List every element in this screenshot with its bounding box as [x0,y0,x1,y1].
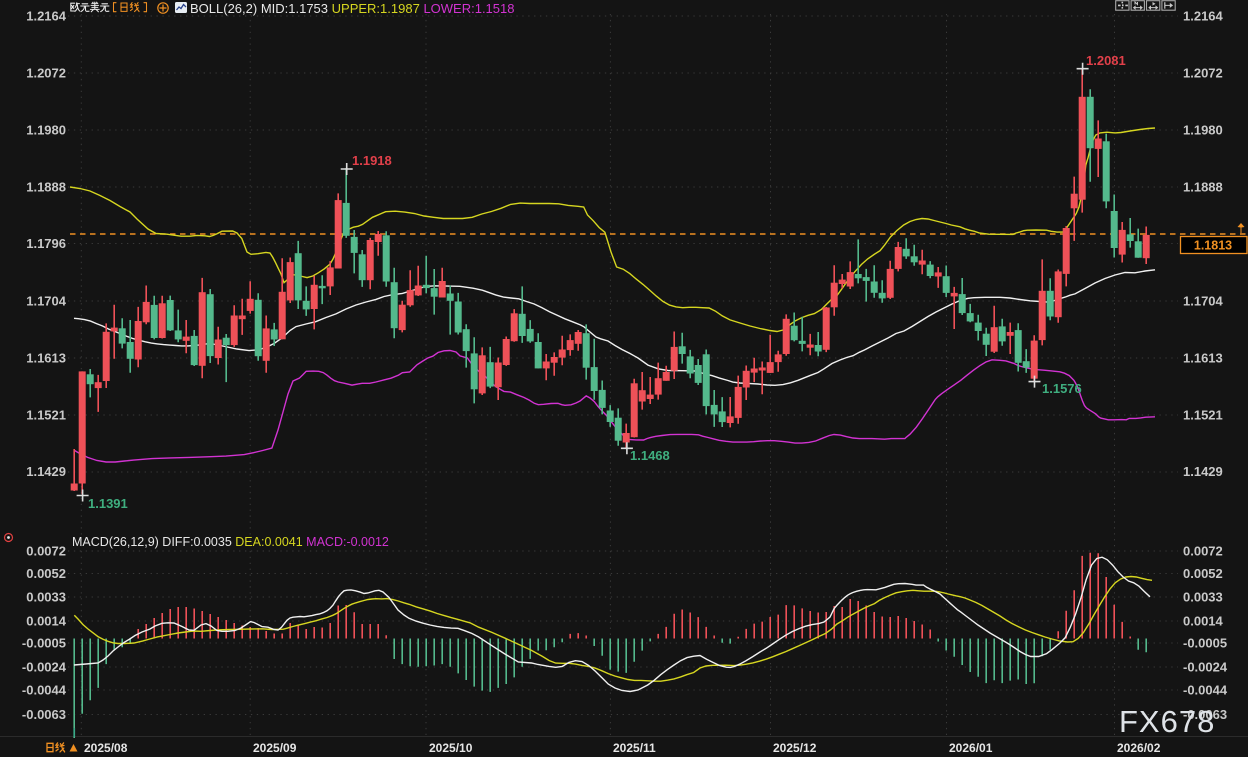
svg-text:1.1429: 1.1429 [1183,464,1223,479]
svg-text:-0.0063: -0.0063 [1183,707,1227,722]
svg-text:0.0033: 0.0033 [26,590,66,605]
svg-text:1.1613: 1.1613 [26,351,66,366]
svg-text:2025/09: 2025/09 [253,741,297,755]
svg-text:-0.0044: -0.0044 [1183,683,1228,698]
svg-text:1.1980: 1.1980 [1183,123,1223,138]
svg-text:-0.0005: -0.0005 [1183,636,1227,651]
svg-text:1.1576: 1.1576 [1042,381,1082,396]
svg-text:1.2164: 1.2164 [1183,9,1224,24]
svg-text:0.0052: 0.0052 [26,566,66,581]
svg-text:2025/12: 2025/12 [773,741,817,755]
svg-text:1.1704: 1.1704 [26,294,67,309]
svg-text:1.1796: 1.1796 [26,236,66,251]
svg-text:1.1813: 1.1813 [1194,239,1232,253]
svg-text:1.1613: 1.1613 [1183,351,1223,366]
svg-text:-0.0024: -0.0024 [1183,660,1228,675]
svg-text:2025/11: 2025/11 [613,741,656,755]
svg-text:1.2072: 1.2072 [1183,66,1223,81]
svg-text:1.1429: 1.1429 [26,464,66,479]
svg-text:-0.0024: -0.0024 [22,660,67,675]
svg-text:2026/02: 2026/02 [1117,741,1161,755]
svg-text:1.1391: 1.1391 [88,496,128,511]
svg-text:0.0014: 0.0014 [1183,614,1224,629]
svg-text:2026/01: 2026/01 [949,741,993,755]
svg-text:1.2081: 1.2081 [1086,53,1126,68]
svg-text:2025/10: 2025/10 [429,741,473,755]
svg-text:-0.0005: -0.0005 [22,636,66,651]
svg-text:1.1888: 1.1888 [1183,180,1223,195]
svg-text:1.1704: 1.1704 [1183,294,1224,309]
svg-text:1.1980: 1.1980 [26,123,66,138]
svg-text:1.2164: 1.2164 [26,9,67,24]
svg-text:1.1521: 1.1521 [26,408,66,423]
svg-text:FX678: FX678 [1119,704,1215,739]
svg-text:1.1521: 1.1521 [1183,408,1223,423]
svg-text:-0.0044: -0.0044 [22,683,67,698]
svg-text:-0.0063: -0.0063 [22,707,66,722]
svg-text:MACD(26,12,9) DIFF:0.0035 DEA: MACD(26,12,9) DIFF:0.0035 DEA:0.0041 MAC… [72,535,389,549]
svg-text:0.0072: 0.0072 [26,544,66,559]
svg-text:1.1918: 1.1918 [352,153,392,168]
svg-text:1.1888: 1.1888 [26,180,66,195]
svg-text:0.0014: 0.0014 [26,614,67,629]
svg-text:BOLL(26,2) MID:1.1753 UPPER:1: BOLL(26,2) MID:1.1753 UPPER:1.1987 LOWER… [190,1,514,16]
svg-text:0.0072: 0.0072 [1183,544,1223,559]
svg-text:2025/08: 2025/08 [84,741,128,755]
svg-text:0.0033: 0.0033 [1183,590,1223,605]
svg-text:1.2072: 1.2072 [26,66,66,81]
svg-text:0.0052: 0.0052 [1183,566,1223,581]
svg-text:1.1468: 1.1468 [630,448,670,463]
